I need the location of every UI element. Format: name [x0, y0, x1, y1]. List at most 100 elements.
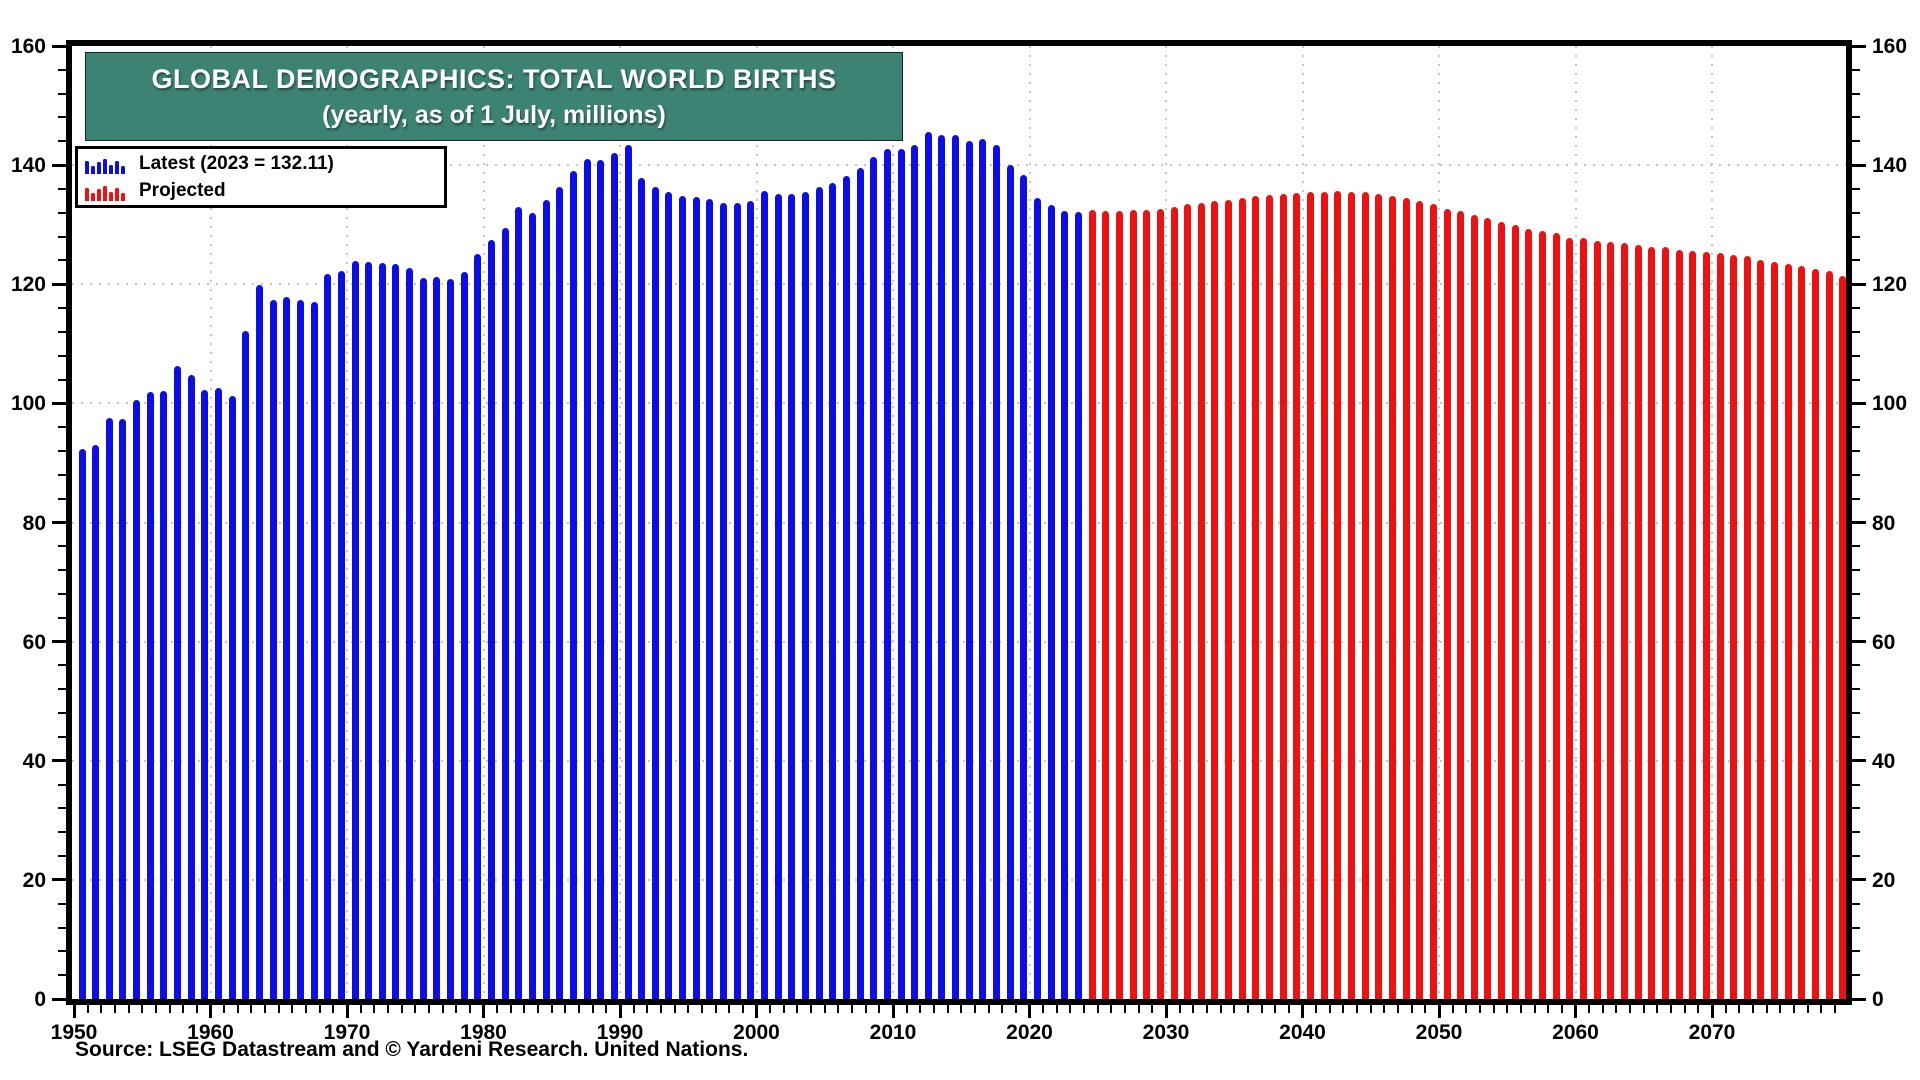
y-minor-tick-right — [1852, 92, 1860, 95]
x-axis-label-2010: 2010 — [869, 1021, 917, 1044]
bar-2051 — [1457, 210, 1465, 999]
x-minor-tick — [1219, 1005, 1222, 1013]
source-attribution: Source: LSEG Datastream and © Yardeni Re… — [75, 1038, 749, 1061]
bar-2016 — [979, 138, 987, 999]
bar-2025 — [1102, 210, 1110, 999]
x-minor-tick — [1765, 1005, 1768, 1013]
bar-1989 — [610, 153, 618, 999]
x-minor-tick — [1137, 1005, 1140, 1013]
bar-1996 — [706, 199, 714, 999]
y-minor-tick-left — [58, 497, 66, 500]
x-minor-tick — [1820, 1005, 1823, 1013]
bar-1958 — [187, 375, 195, 999]
x-major-tick-2050 — [1437, 1005, 1441, 1018]
y-minor-tick-left — [58, 473, 66, 476]
y-axis-label-right-40: 40 — [1872, 749, 1896, 773]
bar-2050 — [1443, 208, 1451, 999]
y-minor-tick-right — [1852, 926, 1860, 929]
x-minor-tick — [1615, 1005, 1618, 1013]
legend-icon-bar — [91, 165, 95, 174]
bar-2052 — [1470, 215, 1478, 999]
x-minor-tick — [1260, 1005, 1263, 1013]
x-axis-label-2070: 2070 — [1688, 1021, 1736, 1044]
bar-1977 — [447, 279, 455, 999]
bar-1969 — [337, 270, 345, 999]
x-axis-label-1950: 1950 — [50, 1021, 98, 1044]
x-minor-tick — [1315, 1005, 1318, 1013]
x-minor-tick — [960, 1005, 963, 1013]
y-minor-tick-left — [58, 807, 66, 810]
bar-1951 — [92, 445, 100, 999]
y-major-tick-left-160 — [52, 44, 66, 48]
x-major-tick-2000 — [755, 1005, 758, 1018]
x-minor-tick — [168, 1005, 171, 1013]
bar-2069 — [1702, 252, 1710, 999]
x-minor-tick — [86, 1005, 89, 1013]
x-minor-tick — [1342, 1005, 1345, 1013]
bar-1972 — [378, 263, 386, 999]
legend-item-latest: Latest (2023 = 132.11) — [85, 150, 444, 177]
bar-1954 — [133, 400, 141, 999]
y-minor-tick-right — [1852, 450, 1860, 453]
bar-1991 — [638, 177, 646, 999]
x-minor-tick — [796, 1005, 799, 1013]
bar-2067 — [1675, 249, 1683, 999]
x-minor-tick — [1451, 1005, 1454, 1013]
chart-title: GLOBAL DEMOGRAPHICS: TOTAL WORLD BIRTHS — [151, 63, 837, 94]
x-minor-tick — [687, 1005, 690, 1013]
y-minor-tick-right — [1852, 783, 1860, 786]
legend-icon-bar — [121, 165, 125, 174]
y-minor-tick-left — [58, 378, 66, 381]
red-bars-icon — [85, 181, 131, 201]
x-minor-tick — [1683, 1005, 1686, 1013]
x-minor-tick — [195, 1005, 198, 1013]
y-minor-tick-right — [1852, 616, 1860, 619]
bar-1961 — [228, 396, 236, 999]
bar-2018 — [1006, 164, 1014, 999]
y-axis-label-left-160: 160 — [10, 35, 46, 58]
bar-2003 — [801, 191, 809, 999]
y-minor-tick-right — [1852, 473, 1860, 476]
y-minor-tick-left — [58, 354, 66, 357]
bar-2071 — [1730, 255, 1738, 999]
x-minor-tick — [509, 1005, 512, 1013]
y-minor-tick-left — [58, 592, 66, 595]
legend-item-projected: Projected — [85, 177, 444, 204]
y-major-tick-right-100 — [1852, 401, 1866, 405]
bar-2056 — [1525, 228, 1533, 999]
x-minor-tick — [1492, 1005, 1495, 1013]
y-minor-tick-left — [58, 712, 66, 715]
bar-2066 — [1661, 247, 1669, 999]
bar-2022 — [1061, 210, 1069, 999]
bar-1957 — [174, 365, 182, 999]
bar-1950 — [78, 449, 86, 999]
x-minor-tick — [1465, 1005, 1468, 1013]
x-axis-label-1970: 1970 — [323, 1021, 371, 1044]
y-minor-tick-right — [1852, 426, 1860, 429]
x-minor-tick — [932, 1005, 935, 1013]
y-minor-tick-right — [1852, 307, 1860, 310]
bar-1966 — [296, 300, 304, 999]
y-minor-tick-right — [1852, 592, 1860, 595]
x-minor-tick — [400, 1005, 403, 1013]
x-axis-label-2030: 2030 — [1142, 1021, 1190, 1044]
legend-icon-bar — [85, 187, 89, 201]
x-minor-tick — [1083, 1005, 1086, 1013]
x-minor-tick — [550, 1005, 553, 1013]
x-minor-tick — [127, 1005, 130, 1013]
x-minor-tick — [1246, 1005, 1249, 1013]
bar-1955 — [146, 392, 154, 999]
x-minor-tick — [318, 1005, 321, 1013]
x-minor-tick — [100, 1005, 103, 1013]
x-minor-tick — [1069, 1005, 1072, 1013]
x-minor-tick — [714, 1005, 717, 1013]
x-minor-tick — [700, 1005, 703, 1013]
bar-2027 — [1129, 209, 1137, 999]
bar-1998 — [733, 202, 741, 999]
x-minor-tick — [386, 1005, 389, 1013]
bar-2014 — [952, 134, 960, 999]
x-minor-tick — [946, 1005, 949, 1013]
bar-2001 — [774, 193, 782, 999]
